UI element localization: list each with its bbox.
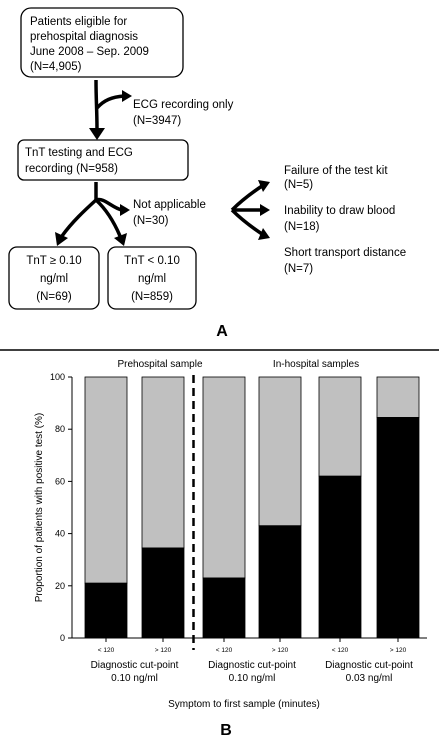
bar-negative-segment xyxy=(258,376,302,527)
y-tick-label: 20 xyxy=(55,581,65,591)
bar-positive-segment xyxy=(318,475,362,639)
reason-short-transport-count: (N=7) xyxy=(284,263,313,275)
reason-short-transport: Short transport distance xyxy=(284,247,406,259)
x-tick-label: < 120 xyxy=(216,647,233,654)
split-arrow-ecg xyxy=(89,79,132,140)
box-tnt-high: TnT ≥ 0.10 ng/ml (N=69) xyxy=(8,246,100,310)
group-label-cutpoint: 0.10 ng/ml xyxy=(229,673,276,684)
reason-blood-draw-count: (N=18) xyxy=(284,221,320,233)
y-tick-label: 80 xyxy=(55,424,65,434)
bar-negative-segment xyxy=(318,376,362,477)
box-tnt-testing: TnT testing and ECG recording (N=958) xyxy=(17,139,189,181)
box-low-line-1: TnT < 0.10 xyxy=(124,255,180,267)
box-high-line-2: ng/ml xyxy=(40,273,68,285)
bar-positive-segment xyxy=(258,525,302,639)
box-high-line-1: TnT ≥ 0.10 xyxy=(26,255,81,267)
section-label-inhospital: In-hospital samples xyxy=(273,359,359,370)
box-eligible-line-3: June 2008 – Sep. 2009 xyxy=(30,46,149,58)
box-eligible: Patients eligible for prehospital diagno… xyxy=(20,7,184,78)
box-eligible-line-2: prehospital diagnosis xyxy=(30,31,138,43)
chart-bars xyxy=(84,376,420,639)
group-label-cutpoint: 0.03 ng/ml xyxy=(346,673,393,684)
box-low-line-3: (N=859) xyxy=(131,291,173,303)
reason-kit-failure: Failure of the test kit xyxy=(284,165,388,177)
x-tick-label: > 120 xyxy=(155,647,172,654)
bar-negative-segment xyxy=(376,376,420,418)
x-tick-label: > 120 xyxy=(390,647,407,654)
chart-labels: < 120 > 120 < 120 > 120 < 120 > 120 Prehospita… xyxy=(34,359,413,739)
group-label-cutpoint: 0.10 ng/ml xyxy=(111,673,158,684)
box-eligible-line-1: Patients eligible for xyxy=(30,16,127,28)
x-tick-label: < 120 xyxy=(332,647,349,654)
reason-kit-failure-count: (N=5) xyxy=(284,179,313,191)
bar-positive-segment xyxy=(141,547,185,639)
bar-positive-segment xyxy=(202,577,246,639)
x-tick-label: > 120 xyxy=(272,647,289,654)
x-tick-label: < 120 xyxy=(98,647,115,654)
y-tick-label: 40 xyxy=(55,529,65,539)
box-tnt-line-1: TnT testing and ECG xyxy=(25,147,133,159)
y-axis-title: Proportion of patients with positive tes… xyxy=(34,413,45,603)
box-high-line-3: (N=69) xyxy=(36,291,72,303)
x-axis-title: Symptom to first sample (minutes) xyxy=(168,699,320,710)
bar-positive-segment xyxy=(376,417,420,639)
panel-label-b: B xyxy=(220,722,232,739)
group-label-title: Diagnostic cut-point xyxy=(208,660,296,671)
bar-negative-segment xyxy=(141,376,185,549)
bar-negative-segment xyxy=(202,376,246,579)
y-tick-label: 100 xyxy=(50,372,65,382)
not-applicable-count: (N=30) xyxy=(133,215,169,227)
group-label-title: Diagnostic cut-point xyxy=(325,660,413,671)
box-eligible-line-4: (N=4,905) xyxy=(30,61,82,73)
group-label-title: Diagnostic cut-point xyxy=(91,660,179,671)
chart-axes: 0 20 40 60 80 100 xyxy=(50,372,427,650)
ecg-only-label: ECG recording only xyxy=(133,99,234,111)
ecg-only-count: (N=3947) xyxy=(133,115,181,127)
y-tick-label: 60 xyxy=(55,476,65,486)
y-tick-label: 0 xyxy=(60,633,65,643)
reasons-fork-arrow xyxy=(230,180,270,240)
box-low-line-2: ng/ml xyxy=(138,273,166,285)
section-label-prehospital: Prehospital sample xyxy=(117,359,202,370)
bar-positive-segment xyxy=(84,582,128,639)
split-arrow-tnt xyxy=(55,182,130,246)
not-applicable-label: Not applicable xyxy=(133,199,206,211)
box-tnt-line-2: recording (N=958) xyxy=(25,163,118,175)
bar-negative-segment xyxy=(84,376,128,584)
panel-label-a: A xyxy=(216,323,228,340)
reason-blood-draw: Inability to draw blood xyxy=(284,205,395,217)
box-tnt-low: TnT < 0.10 ng/ml (N=859) xyxy=(107,246,197,310)
